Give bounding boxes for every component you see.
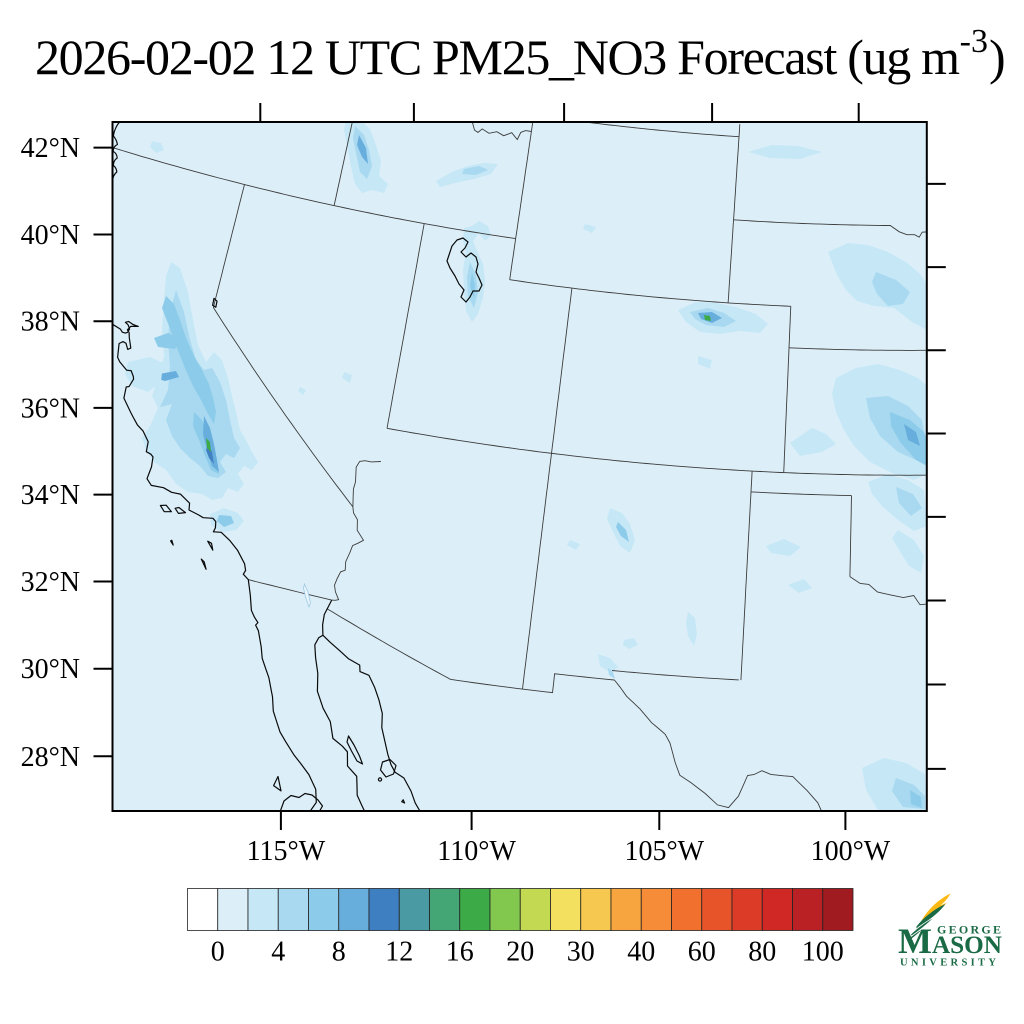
svg-text:100: 100 xyxy=(802,937,844,968)
svg-text:80: 80 xyxy=(748,937,776,968)
svg-text:36°N: 36°N xyxy=(21,393,80,424)
svg-text:105°W: 105°W xyxy=(624,836,704,867)
svg-text:16: 16 xyxy=(446,937,474,968)
svg-text:0: 0 xyxy=(211,937,225,968)
svg-text:12: 12 xyxy=(385,937,413,968)
svg-text:2026-02-02 12 UTC PM25_NO3 For: 2026-02-02 12 UTC PM25_NO3 Forecast (ug … xyxy=(35,23,1006,85)
svg-text:30°N: 30°N xyxy=(21,654,80,685)
svg-text:28°N: 28°N xyxy=(21,742,80,773)
svg-text:8: 8 xyxy=(332,937,346,968)
svg-text:20: 20 xyxy=(506,937,534,968)
svg-text:100°W: 100°W xyxy=(811,836,891,867)
svg-text:60: 60 xyxy=(688,937,716,968)
svg-text:34°N: 34°N xyxy=(21,480,80,511)
svg-text:40°N: 40°N xyxy=(21,220,80,251)
svg-text:110°W: 110°W xyxy=(437,836,516,867)
svg-text:38°N: 38°N xyxy=(21,307,80,338)
svg-text:32°N: 32°N xyxy=(21,567,80,598)
svg-text:42°N: 42°N xyxy=(21,133,80,164)
svg-text:40: 40 xyxy=(627,937,655,968)
svg-text:30: 30 xyxy=(567,937,595,968)
svg-text:4: 4 xyxy=(271,937,285,968)
svg-text:115°W: 115°W xyxy=(247,836,326,867)
